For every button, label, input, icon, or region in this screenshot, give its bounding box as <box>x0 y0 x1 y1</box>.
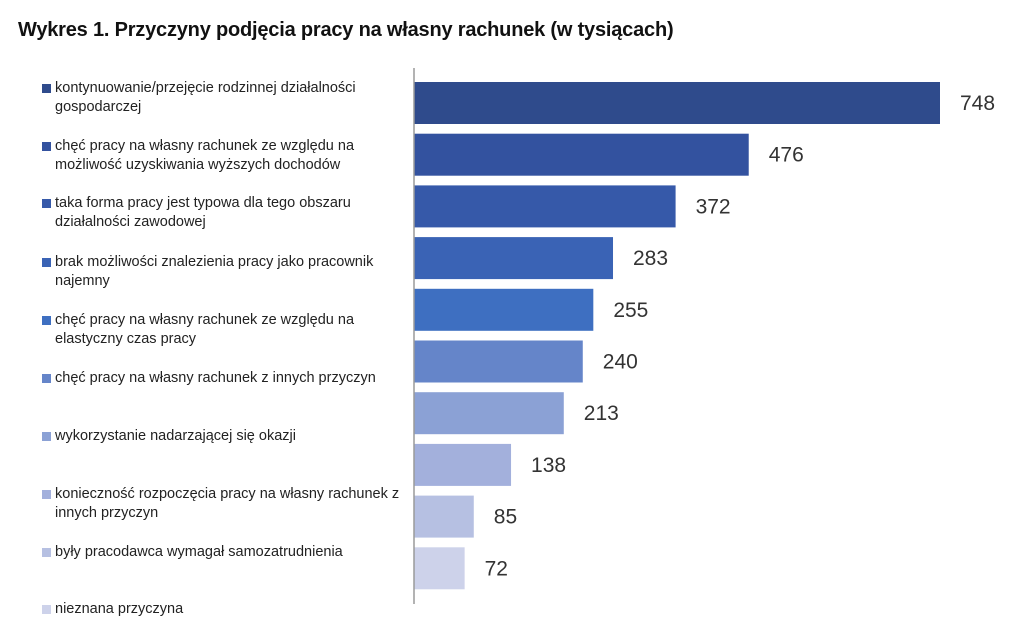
data-label: 138 <box>531 454 566 477</box>
legend-label: chęć pracy na własny rachunek ze względu… <box>55 138 355 173</box>
legend-label: nieznana przyczyna <box>55 601 184 617</box>
legend-marker <box>42 199 51 208</box>
legend-label: kontynuowanie/przejęcie rodzinnej działa… <box>55 80 356 115</box>
data-label: 283 <box>633 247 668 270</box>
data-label: 85 <box>494 506 517 529</box>
bar <box>414 237 614 280</box>
bar <box>414 340 583 383</box>
legend-item: były pracodawca wymagał samozatrudnienia <box>42 543 402 562</box>
legend-item: konieczność rozpoczęcia pracy na własny … <box>42 485 402 523</box>
legend-marker <box>42 374 51 383</box>
legend-label: konieczność rozpoczęcia pracy na własny … <box>55 486 400 521</box>
legend-item: brak możliwości znalezienia pracy jako p… <box>42 253 402 291</box>
data-label: 240 <box>603 351 638 374</box>
data-label: 255 <box>613 299 648 322</box>
bar <box>414 185 676 228</box>
data-label: 372 <box>696 195 731 218</box>
bar <box>414 288 594 331</box>
legend-label: brak możliwości znalezienia pracy jako p… <box>55 254 374 289</box>
legend-item: nieznana przyczyna <box>42 600 402 619</box>
legend-marker <box>42 605 51 614</box>
chart-title: Wykres 1. Przyczyny podjęcia pracy na wł… <box>18 19 674 41</box>
legend-label: chęć pracy na własny rachunek ze względu… <box>55 312 355 347</box>
legend-marker <box>42 316 51 325</box>
data-label: 748 <box>960 92 995 115</box>
legend-marker <box>42 142 51 151</box>
data-label: 213 <box>584 402 619 425</box>
legend-label: taka forma pracy jest typowa dla tego ob… <box>55 195 351 230</box>
legend-marker <box>42 490 51 499</box>
legend-marker <box>42 84 51 93</box>
legend-item: chęć pracy na własny rachunek ze względu… <box>42 137 402 175</box>
bar <box>414 547 465 590</box>
data-label: 72 <box>485 557 508 580</box>
bar <box>414 392 564 435</box>
legend-item: chęć pracy na własny rachunek z innych p… <box>42 369 402 388</box>
legend-label: były pracodawca wymagał samozatrudnienia <box>55 544 343 560</box>
legend-label: wykorzystanie nadarzającej się okazji <box>55 428 296 444</box>
bar <box>414 443 512 486</box>
legend-item: taka forma pracy jest typowa dla tego ob… <box>42 194 402 232</box>
legend-item: chęć pracy na własny rachunek ze względu… <box>42 311 402 349</box>
data-label: 476 <box>769 144 804 167</box>
bar <box>414 82 940 124</box>
legend-label: chęć pracy na własny rachunek z innych p… <box>55 370 376 386</box>
legend-marker <box>42 258 51 267</box>
legend-item: kontynuowanie/przejęcie rodzinnej działa… <box>42 79 402 117</box>
bar <box>414 133 749 176</box>
legend-item: wykorzystanie nadarzającej się okazji <box>42 427 402 446</box>
legend-marker <box>42 548 51 557</box>
legend-marker <box>42 432 51 441</box>
bar <box>414 495 474 538</box>
